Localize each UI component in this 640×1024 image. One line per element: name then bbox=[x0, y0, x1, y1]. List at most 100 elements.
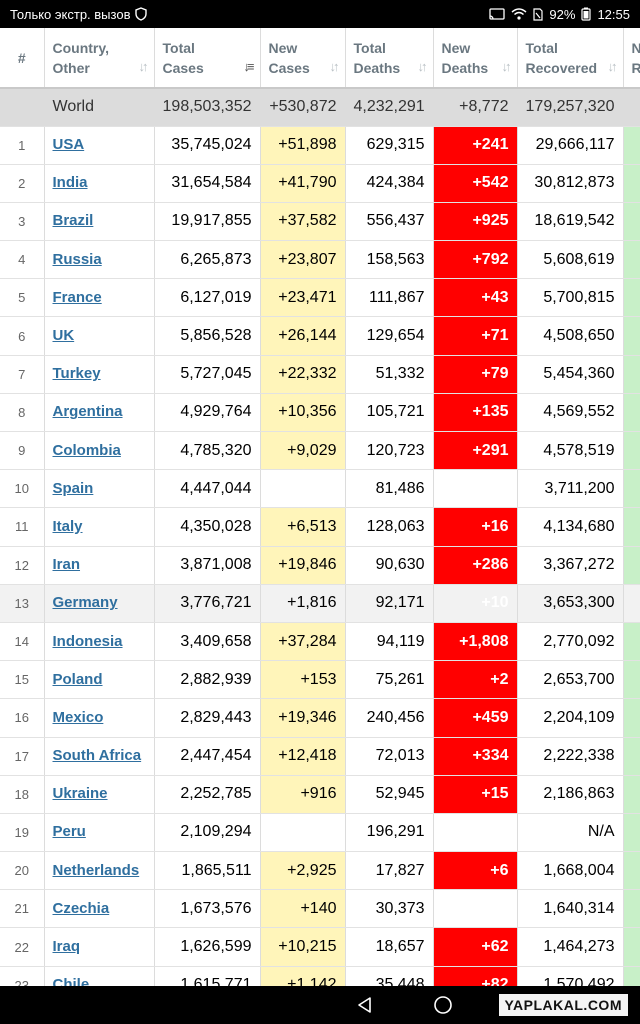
total-recovered-cell: 5,700,815 bbox=[517, 278, 624, 318]
new-recovered-partial-cell bbox=[623, 240, 640, 280]
total-recovered-cell: 3,653,300 bbox=[517, 584, 624, 623]
total-deaths-cell: 92,171 bbox=[345, 584, 434, 623]
battery-percent: 92% bbox=[549, 6, 576, 22]
country-cell: Netherlands bbox=[44, 851, 155, 891]
country-link[interactable]: Chile bbox=[52, 976, 90, 986]
rank-cell: 15 bbox=[0, 660, 45, 700]
total-recovered-cell: N/A bbox=[517, 813, 624, 853]
new-recovered-partial-cell bbox=[623, 775, 640, 814]
country-link[interactable]: Turkey bbox=[52, 365, 101, 383]
country-link[interactable]: Argentina bbox=[52, 403, 123, 421]
total-cases-cell: 19,917,855 bbox=[154, 202, 261, 242]
total-recovered-cell: 4,508,650 bbox=[517, 316, 624, 356]
total-recovered-cell: 2,770,092 bbox=[517, 622, 624, 662]
rank-cell: 18 bbox=[0, 775, 45, 814]
total-cases-cell: 2,882,939 bbox=[154, 660, 261, 700]
rank-cell: 21 bbox=[0, 889, 45, 929]
country-link[interactable]: Indonesia bbox=[52, 632, 123, 650]
country-link[interactable]: Iraq bbox=[52, 938, 81, 956]
country-link[interactable]: Czechia bbox=[52, 899, 110, 917]
country-cell: Indonesia bbox=[44, 622, 155, 662]
total-cases-cell: 4,350,028 bbox=[154, 507, 261, 547]
table-row: 14 Indonesia 3,409,658 +37,284 94,119 +1,808 2… bbox=[0, 622, 640, 662]
country-link[interactable]: Italy bbox=[52, 517, 83, 535]
country-link[interactable]: Poland bbox=[52, 670, 103, 688]
country-link[interactable]: Brazil bbox=[52, 212, 94, 230]
country-cell: South Africa bbox=[44, 737, 155, 776]
new-cases-cell: +23,471 bbox=[260, 278, 346, 318]
total-deaths-cell: 18,657 bbox=[345, 927, 434, 967]
table-row: 12 Iran 3,871,008 +19,846 90,630 +286 3,367,27… bbox=[0, 546, 640, 585]
header-total-deaths[interactable]: Total Deaths ↓↑ bbox=[345, 28, 434, 89]
new-deaths-cell: +15 bbox=[433, 775, 518, 814]
new-cases-cell: +41,790 bbox=[260, 164, 346, 203]
table-row: 3 Brazil 19,917,855 +37,582 556,437 +925 18,61… bbox=[0, 202, 640, 242]
new-deaths-cell: +792 bbox=[433, 240, 518, 280]
country-link[interactable]: Spain bbox=[52, 479, 94, 497]
country-link[interactable]: Ukraine bbox=[52, 785, 108, 803]
rank-cell: 8 bbox=[0, 393, 45, 433]
country-link[interactable]: Iran bbox=[52, 556, 81, 574]
header-new-recovered-partial[interactable]: N R bbox=[623, 28, 640, 89]
country-link[interactable]: Colombia bbox=[52, 441, 121, 459]
total-cases-cell: 3,871,008 bbox=[154, 546, 261, 585]
country-link[interactable]: Mexico bbox=[52, 708, 104, 726]
new-cases-cell: +19,346 bbox=[260, 698, 346, 738]
total-deaths-cell: 158,563 bbox=[345, 240, 434, 280]
world-new-cases: +530,872 bbox=[260, 88, 346, 127]
country-link[interactable]: Peru bbox=[52, 823, 86, 841]
total-cases-cell: 6,127,019 bbox=[154, 278, 261, 318]
home-circle-icon[interactable] bbox=[432, 994, 454, 1016]
new-deaths-cell: +542 bbox=[433, 164, 518, 203]
country-link[interactable]: India bbox=[52, 174, 88, 192]
table-row: 2 India 31,654,584 +41,790 424,384 +542 30,812… bbox=[0, 164, 640, 203]
header-new-deaths[interactable]: New Deaths ↓↑ bbox=[433, 28, 518, 89]
total-deaths-cell: 120,723 bbox=[345, 431, 434, 471]
new-cases-cell: +1,816 bbox=[260, 584, 346, 623]
header-country[interactable]: Country, Other ↓↑ bbox=[44, 28, 155, 89]
new-cases-cell: +916 bbox=[260, 775, 346, 814]
table-row: 21 Czechia 1,673,576 +140 30,373 1,640,314 bbox=[0, 889, 640, 929]
country-link[interactable]: UK bbox=[52, 327, 75, 345]
total-deaths-cell: 81,486 bbox=[345, 469, 434, 509]
new-deaths-cell: +135 bbox=[433, 393, 518, 433]
new-recovered-partial-cell bbox=[623, 546, 640, 585]
table-row: 18 Ukraine 2,252,785 +916 52,945 +15 2,186,863 bbox=[0, 775, 640, 814]
country-link[interactable]: Russia bbox=[52, 250, 102, 268]
rank-cell: 17 bbox=[0, 737, 45, 776]
covid-stats-table-viewport[interactable]: # Country, Other ↓↑ Total Cases ↓≡ New C… bbox=[0, 28, 640, 986]
new-cases-cell bbox=[260, 813, 346, 853]
total-recovered-cell: 1,570,492 bbox=[517, 966, 624, 986]
new-deaths-cell: +79 bbox=[433, 355, 518, 394]
new-recovered-partial-cell bbox=[623, 164, 640, 203]
country-cell: Czechia bbox=[44, 889, 155, 929]
sort-arrows-icon: ↓↑ bbox=[138, 59, 149, 74]
new-cases-cell: +153 bbox=[260, 660, 346, 700]
total-cases-cell: 4,785,320 bbox=[154, 431, 261, 471]
new-cases-cell: +12,418 bbox=[260, 737, 346, 776]
header-total-recovered[interactable]: Total Recovered ↓↑ bbox=[517, 28, 624, 89]
new-recovered-partial-cell bbox=[623, 507, 640, 547]
new-recovered-partial-cell bbox=[623, 126, 640, 165]
country-link[interactable]: South Africa bbox=[52, 747, 142, 765]
country-link[interactable]: USA bbox=[52, 136, 85, 154]
table-row: 16 Mexico 2,829,443 +19,346 240,456 +459 2,204… bbox=[0, 698, 640, 738]
table-row: 10 Spain 4,447,044 81,486 3,711,200 bbox=[0, 469, 640, 509]
header-rank[interactable]: # bbox=[0, 28, 45, 89]
new-recovered-partial-cell bbox=[623, 660, 640, 700]
total-deaths-cell: 629,315 bbox=[345, 126, 434, 165]
header-total-cases[interactable]: Total Cases ↓≡ bbox=[154, 28, 261, 89]
total-recovered-cell: 5,454,360 bbox=[517, 355, 624, 394]
new-deaths-cell: +16 bbox=[433, 507, 518, 547]
new-deaths-cell: +62 bbox=[433, 927, 518, 967]
new-cases-cell: +6,513 bbox=[260, 507, 346, 547]
total-deaths-cell: 35,448 bbox=[345, 966, 434, 986]
new-deaths-cell: +43 bbox=[433, 278, 518, 318]
country-link[interactable]: France bbox=[52, 288, 102, 306]
country-link[interactable]: Germany bbox=[52, 594, 118, 612]
back-triangle-icon[interactable] bbox=[354, 994, 376, 1016]
country-link[interactable]: Netherlands bbox=[52, 861, 140, 879]
header-new-cases[interactable]: New Cases ↓↑ bbox=[260, 28, 346, 89]
table-row: 6 UK 5,856,528 +26,144 129,654 +71 4,508,650 bbox=[0, 316, 640, 356]
system-nav-bar: YAPLAKAL.COM bbox=[0, 986, 640, 1024]
